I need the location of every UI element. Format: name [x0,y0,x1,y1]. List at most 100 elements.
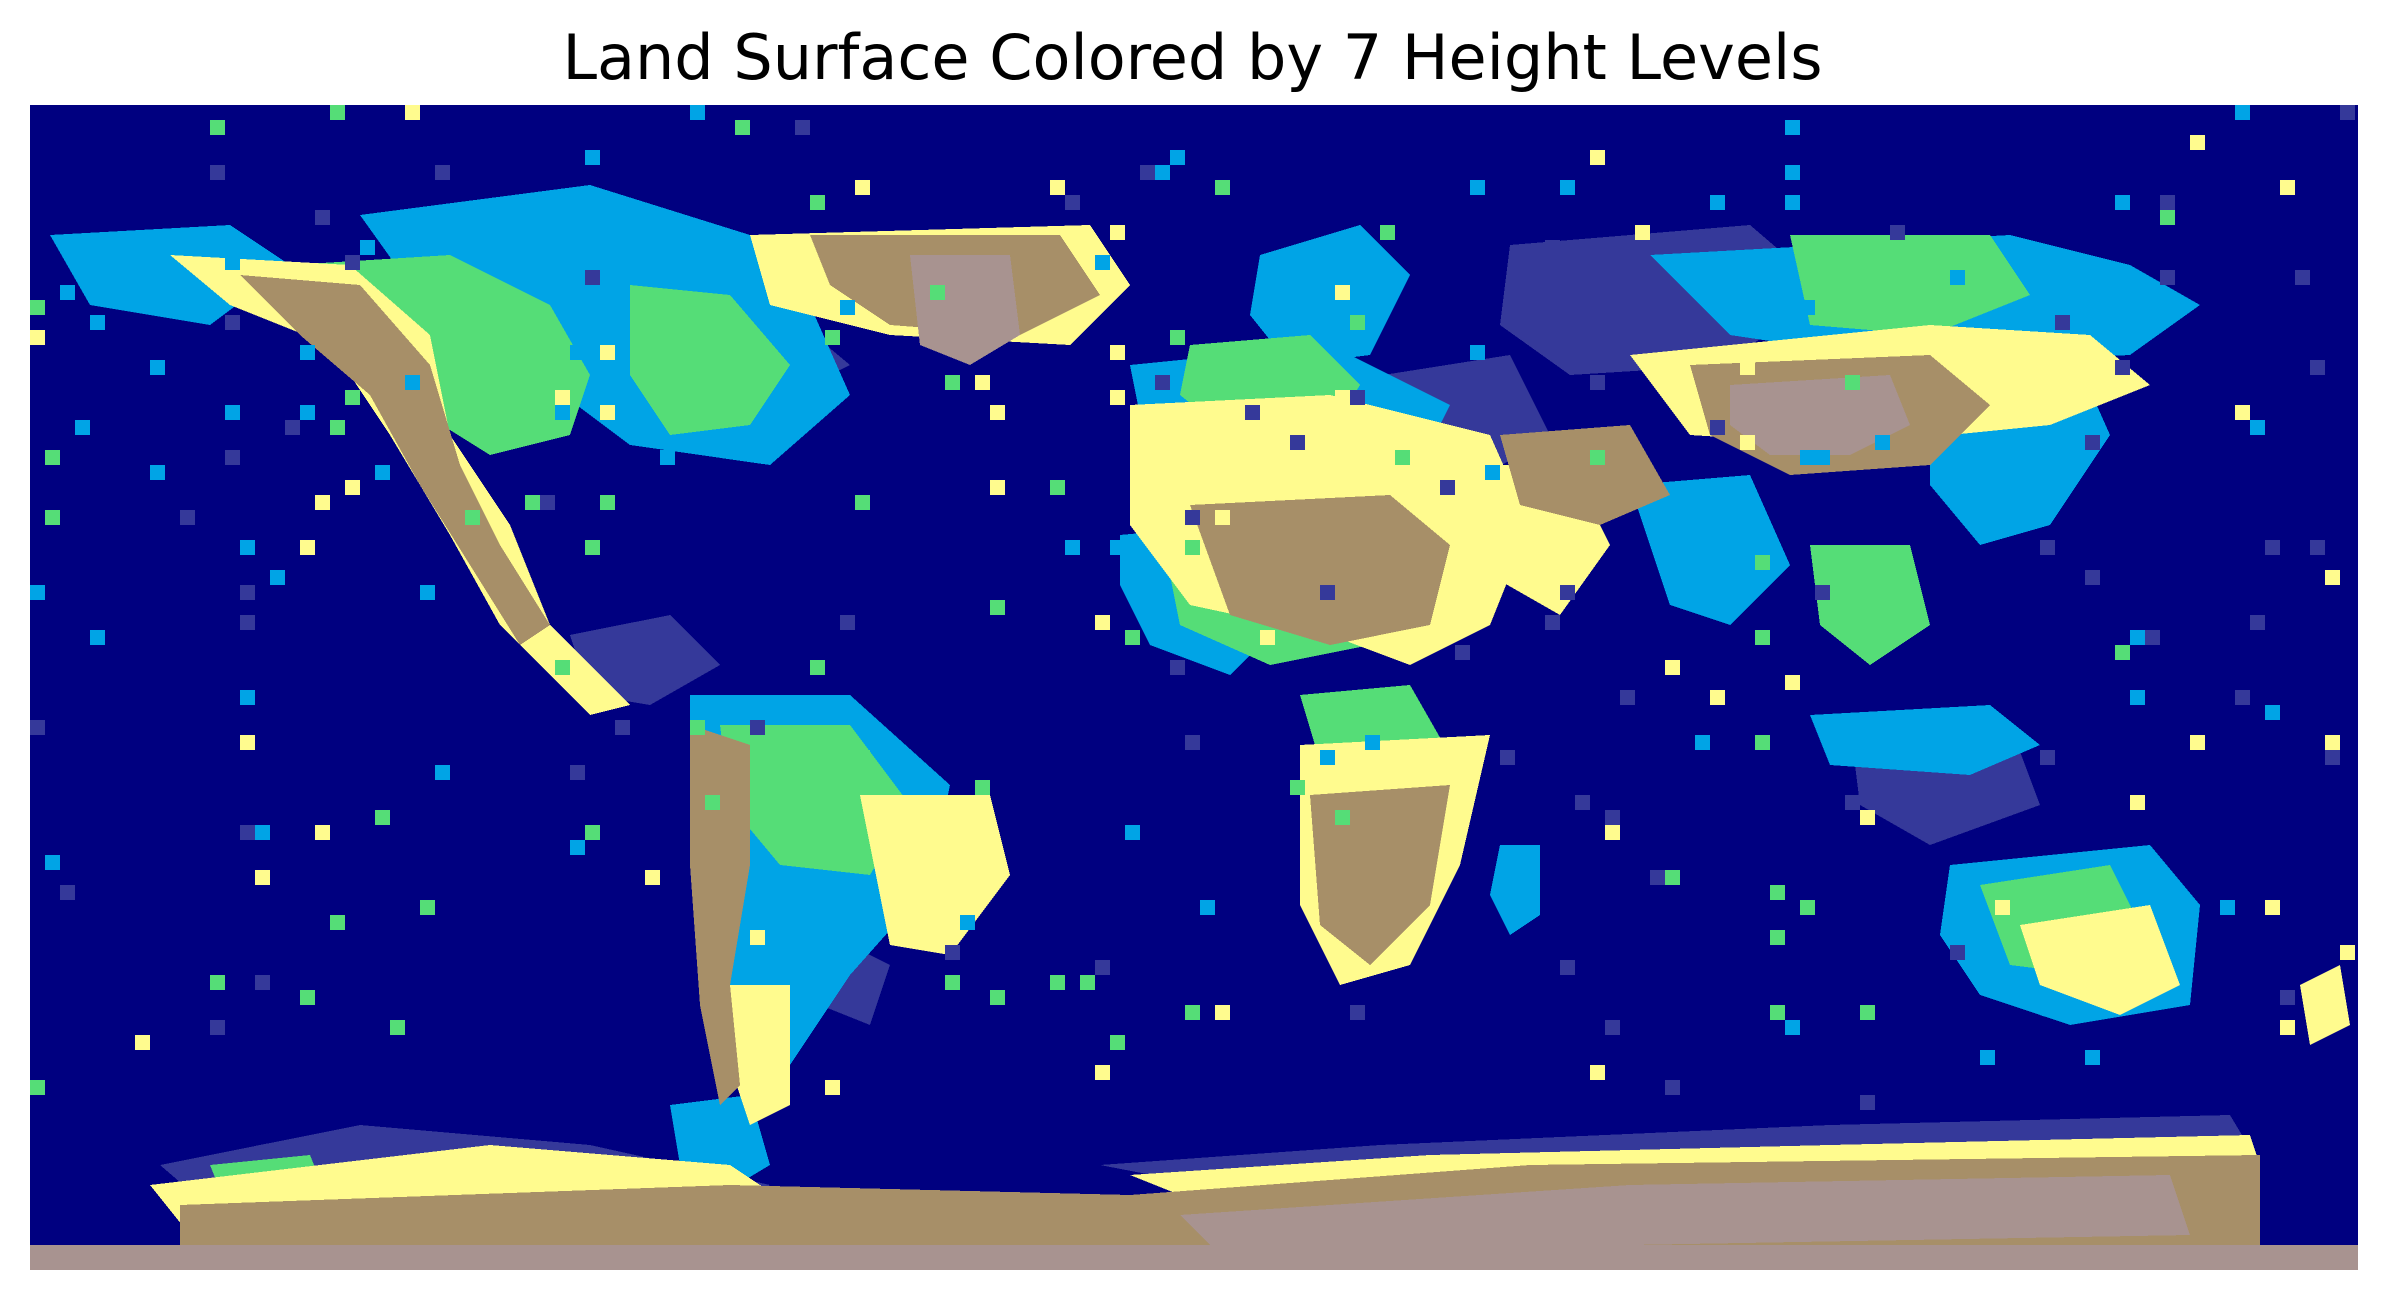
raster-cell [2160,195,2175,210]
raster-cell [1650,870,1665,885]
raster-cell [1260,630,1275,645]
raster-cell [1605,810,1620,825]
raster-cell [735,345,750,360]
raster-cell [1125,630,1140,645]
raster-cell [2190,135,2205,150]
raster-cell [300,405,315,420]
raster-cell [315,495,330,510]
raster-cell [405,375,420,390]
raster-cell [1770,1005,1785,1020]
raster-cell [570,840,585,855]
raster-cell [315,210,330,225]
raster-cell [2340,105,2355,120]
raster-cell [1620,690,1635,705]
raster-cell [345,390,360,405]
raster-cell [1665,1080,1680,1095]
raster-cell [2235,405,2250,420]
raster-cell [1395,450,1410,465]
raster-cell [1560,180,1575,195]
raster-cell [1125,825,1140,840]
raster-cell [2055,315,2070,330]
raster-cell [240,615,255,630]
raster-cell [2160,210,2175,225]
raster-cell [555,390,570,405]
raster-cell [1050,975,1065,990]
raster-cell [90,315,105,330]
raster-cell [2325,735,2340,750]
raster-cell [225,315,240,330]
raster-cell [2220,900,2235,915]
raster-cell [945,375,960,390]
scandinavia-coast [1250,225,1410,365]
raster-cell [1980,1050,1995,1065]
raster-cell [1785,675,1800,690]
raster-cell [1590,450,1605,465]
raster-cell [135,1035,150,1050]
raster-cell [390,1020,405,1035]
raster-cell [210,1020,225,1035]
greenland-summit [910,255,1020,365]
africa-highland [1190,495,1450,645]
raster-cell [525,495,540,510]
raster-cell [1080,975,1095,990]
raster-cell [330,915,345,930]
raster-cell [330,105,345,120]
raster-cell [225,450,240,465]
antarctica-base [30,1245,2358,1270]
raster-cell [1995,900,2010,915]
southern-africa-highland [1310,785,1450,965]
raster-cell [330,420,345,435]
raster-cell [1170,540,1185,555]
raster-cell [360,240,375,255]
raster-cell [1740,360,1755,375]
raster-cell [180,510,195,525]
raster-cell [1755,735,1770,750]
raster-cell [585,825,600,840]
raster-cell [1095,1065,1110,1080]
raster-cell [2250,615,2265,630]
raster-cell [1590,1065,1605,1080]
raster-cell [1185,510,1200,525]
raster-cell [1320,585,1335,600]
raster-cell [600,225,615,240]
raster-cell [465,510,480,525]
madagascar-coast [1490,845,1540,935]
raster-cell [1215,1005,1230,1020]
raster-cell [1590,375,1605,390]
raster-cell [945,975,960,990]
raster-cell [2235,690,2250,705]
raster-cell [420,900,435,915]
elevation-raster [30,105,2358,1270]
raster-cell [600,405,615,420]
raster-cell [1245,405,1260,420]
raster-cell [1665,870,1680,885]
raster-cell [1185,735,1200,750]
raster-cell [2340,945,2355,960]
raster-cell [1695,735,1710,750]
raster-cell [1380,225,1395,240]
raster-cell [1755,630,1770,645]
raster-cell [2160,270,2175,285]
raster-cell [1095,255,1110,270]
raster-cell [1710,195,1725,210]
raster-cell [225,405,240,420]
raster-cell [1320,750,1335,765]
raster-cell [1170,660,1185,675]
raster-cell [1800,300,1815,315]
raster-cell [795,120,810,135]
iran-highland [1500,425,1670,525]
speckle-layer [30,105,2355,1110]
raster-cell [300,540,315,555]
raster-cell [1155,375,1170,390]
raster-cell [1605,825,1620,840]
raster-cell [1815,585,1830,600]
raster-cell [990,990,1005,1005]
raster-cell [1710,420,1725,435]
australia-upland [2020,905,2180,1015]
raster-cell [645,870,660,885]
andes-highland [690,725,750,1105]
raster-cell [2295,270,2310,285]
raster-cell [1050,480,1065,495]
raster-cell [1365,435,1380,450]
raster-cell [210,975,225,990]
